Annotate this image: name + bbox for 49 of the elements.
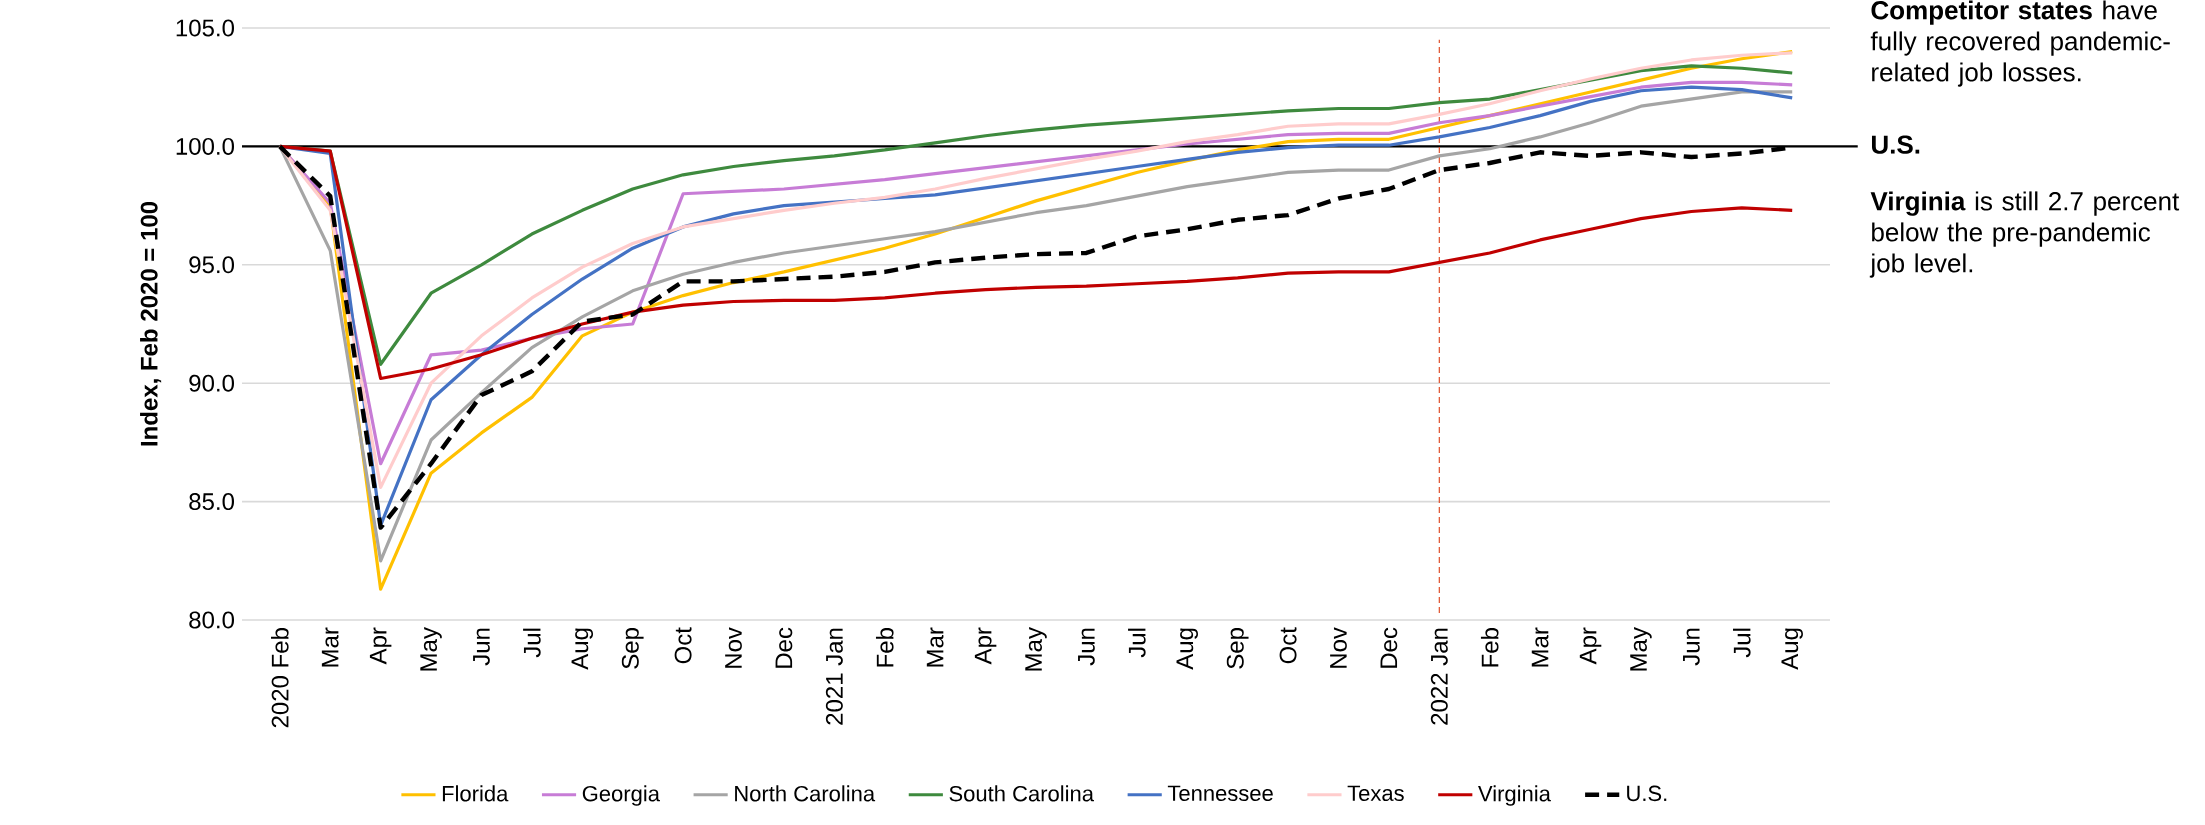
x-tick-label: Jul (1733, 628, 1751, 658)
y-axis-title: Index, Feb 2020 = 100 (140, 201, 162, 446)
x-tick-label: Apr (1579, 627, 1602, 665)
y-tick-label: 90.0 (189, 374, 235, 392)
x-tick-label: Aug (1781, 628, 1803, 670)
x-tick-label: Dec (1380, 627, 1398, 668)
x-tick-label: Oct (1279, 627, 1297, 664)
legend-label: Florida (442, 785, 509, 802)
y-tick-label: 85.0 (189, 493, 235, 511)
x-tick-label: Aug (571, 628, 594, 670)
x-tick-label: Jul (1128, 628, 1146, 658)
legend-label: U.S. (1627, 785, 1667, 802)
legend-label: North Carolina (735, 785, 876, 802)
x-tick-label: Aug (1176, 628, 1198, 670)
x-tick-label: Feb (1480, 628, 1499, 667)
x-tick-label: Sep (621, 628, 644, 669)
legend-label: Texas (1347, 785, 1404, 802)
x-tick-label: Jul (523, 628, 541, 658)
x-tick-label: Nov (1330, 627, 1347, 668)
x-tick-label: Apr (974, 627, 997, 665)
legend-label: South Carolina (949, 785, 1094, 802)
y-tick-label: 80.0 (189, 611, 235, 629)
y-tick-label: 105.0 (176, 19, 235, 37)
x-tick-label: Oct (674, 627, 692, 664)
x-tick-label: Dec (775, 627, 793, 668)
x-tick-label: 2022 Jan (1430, 628, 1448, 725)
text: U.S. (1871, 135, 1920, 154)
y-tick-label: 95.0 (189, 256, 235, 274)
x-tick-label: Jun (1078, 628, 1095, 666)
x-tick-label: Nov (725, 627, 742, 668)
x-tick-label: Sep (1226, 628, 1249, 669)
x-tick-label: 2021 Jan (825, 628, 843, 725)
text: Competitor states have fully recovered pandemic-related job losses. (1870, 0, 2170, 87)
text: Virginia is still 2.7 percent below the pre-pandemic job level. (1869, 191, 2180, 278)
x-tick-label: Feb (875, 628, 894, 667)
y-tick-label: 100.0 (176, 137, 235, 155)
legend-label: Tennessee (1167, 785, 1273, 802)
x-tick-label: May (1025, 627, 1047, 671)
x-tick-label: 2020 Feb (271, 628, 289, 728)
x-tick-label: Jun (1683, 628, 1700, 666)
x-tick-label: Jun (473, 628, 490, 666)
x-tick-label: May (1630, 627, 1652, 671)
x-tick-label: Apr (369, 627, 392, 665)
legend-label: Georgia (582, 785, 660, 806)
legend-label: Virginia (1478, 785, 1551, 806)
x-tick-label: Mar (926, 627, 944, 667)
x-tick-label: Mar (321, 627, 339, 667)
x-tick-label: Mar (1531, 627, 1549, 667)
x-tick-label: May (420, 627, 442, 671)
